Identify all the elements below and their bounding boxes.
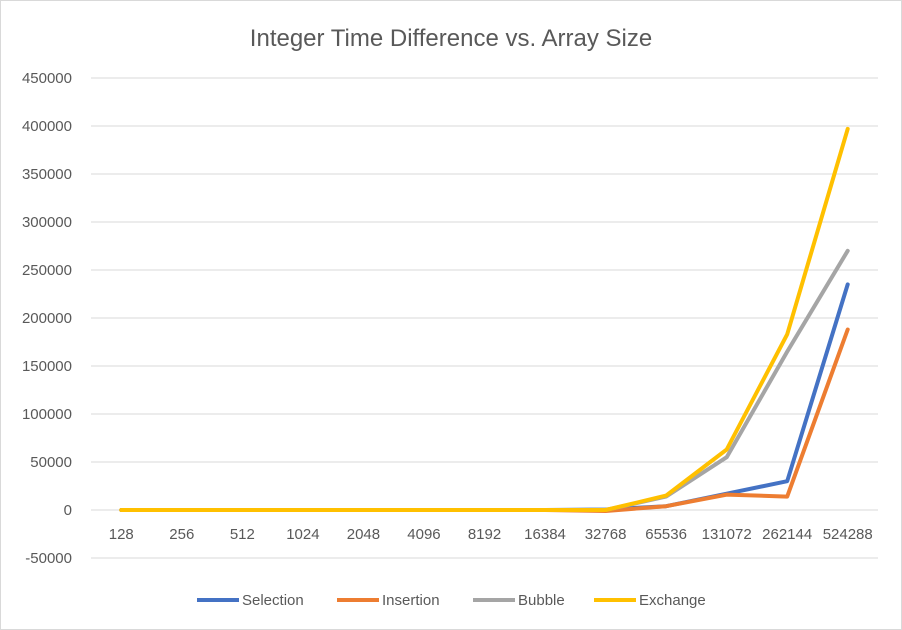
x-tick-label: 4096 — [407, 526, 440, 543]
legend: Selection Insertion Bubble Exchange — [197, 592, 706, 609]
y-tick-label: 0 — [64, 502, 72, 519]
y-tick-label: 50000 — [30, 454, 72, 471]
legend-label-insertion: Insertion — [382, 592, 440, 609]
series-line-insertion — [119, 327, 850, 513]
y-tick-label: 350000 — [22, 166, 72, 183]
x-axis-tick-labels: 128 256 512 1024 2048 4096 8192 16384 32768 65536… — [109, 526, 873, 543]
x-tick-label: 131072 — [702, 526, 752, 543]
y-tick-label: 200000 — [22, 310, 72, 327]
y-axis-tick-labels: -50000 0 50000 100000 150000 200000 250000 3000… — [22, 70, 72, 567]
x-tick-label: 512 — [230, 526, 255, 543]
x-tick-label: 256 — [169, 526, 194, 543]
legend-label-bubble: Bubble — [518, 592, 565, 609]
x-tick-label: 2048 — [347, 526, 380, 543]
legend-label-selection: Selection — [242, 592, 304, 609]
series-line-bubble — [119, 248, 850, 512]
y-tick-label: -50000 — [25, 550, 72, 567]
y-tick-label: 300000 — [22, 214, 72, 231]
chart-title: Integer Time Difference vs. Array Size — [250, 25, 652, 52]
series-lines — [119, 126, 850, 513]
x-tick-label: 16384 — [524, 526, 566, 543]
y-tick-label: 150000 — [22, 358, 72, 375]
x-tick-label: 128 — [109, 526, 134, 543]
x-tick-label: 1024 — [286, 526, 319, 543]
y-tick-label: 250000 — [22, 262, 72, 279]
y-tick-label: 400000 — [22, 118, 72, 135]
legend-label-exchange: Exchange — [639, 592, 706, 609]
series-line-exchange — [119, 126, 850, 512]
x-tick-label: 262144 — [762, 526, 812, 543]
x-tick-label: 32768 — [585, 526, 627, 543]
x-tick-label: 65536 — [645, 526, 687, 543]
y-tick-label: 450000 — [22, 70, 72, 87]
x-tick-label: 8192 — [468, 526, 501, 543]
x-tick-label: 524288 — [823, 526, 873, 543]
y-tick-label: 100000 — [22, 406, 72, 423]
